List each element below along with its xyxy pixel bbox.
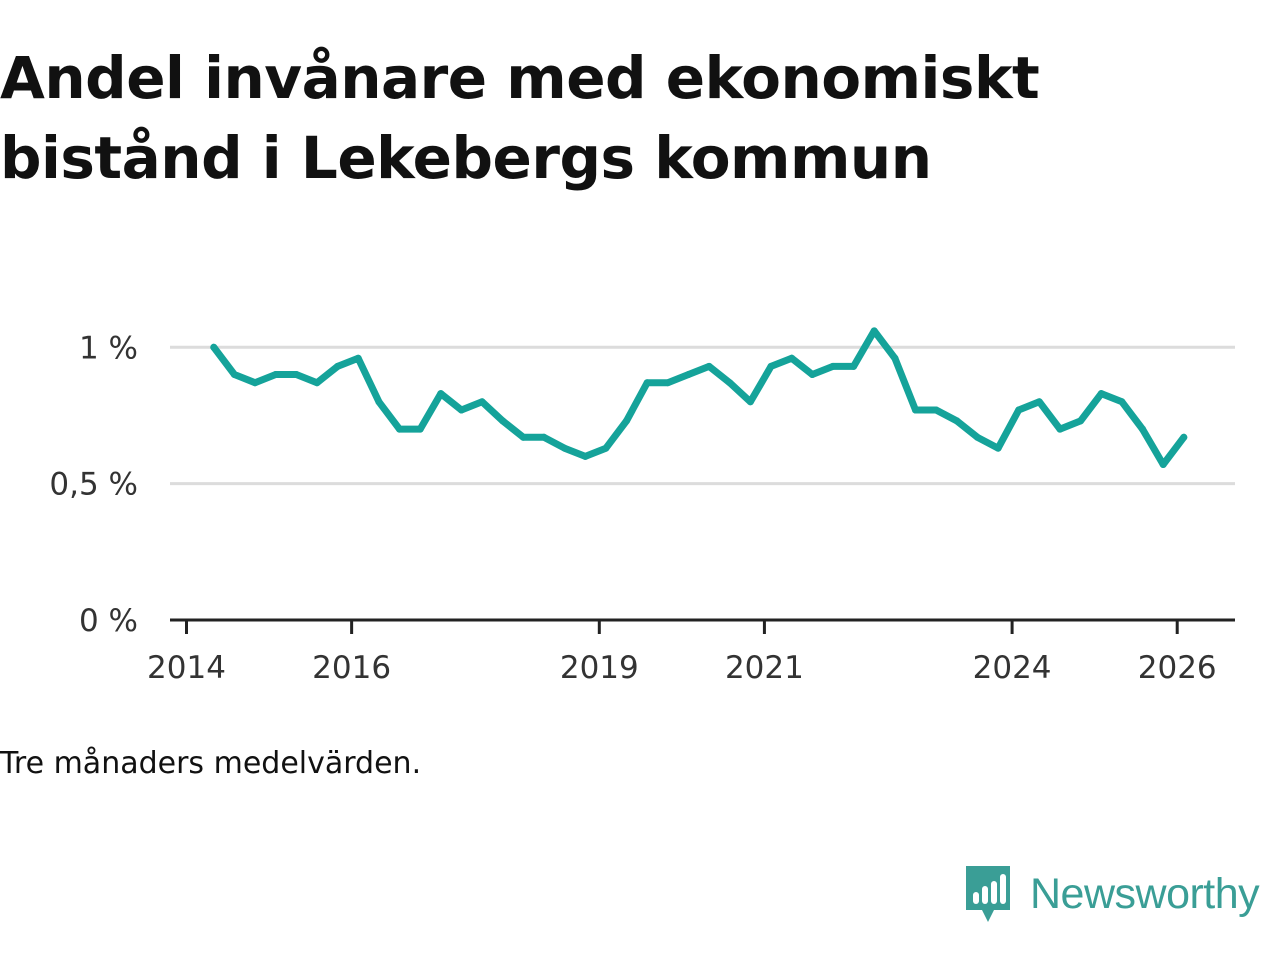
data-point: [272, 371, 280, 378]
data-point: [808, 371, 816, 378]
data-point: [1118, 398, 1126, 406]
data-point: [334, 362, 342, 370]
y-tick-label: 0 %: [79, 603, 138, 639]
tick-labels: 0 % 0,5 % 1 % 2014 2016 2019 2021 2024 2026: [49, 330, 1216, 686]
data-point: [1077, 417, 1085, 425]
line-chart: 0 % 0,5 % 1 % 2014 2016 2019 2021 2024 2026: [49, 327, 1235, 686]
x-tick-label: 2016: [312, 650, 391, 686]
data-point: [519, 433, 527, 441]
brand: Newsworthy: [962, 862, 1260, 926]
data-point: [581, 452, 589, 460]
data-point: [1159, 461, 1167, 468]
data-point: [602, 444, 610, 452]
data-point: [313, 379, 321, 387]
data-point: [891, 354, 899, 362]
data-point: [870, 327, 878, 335]
series-line: [210, 327, 1188, 468]
data-point: [664, 379, 672, 387]
data-point: [1035, 398, 1043, 406]
data-point: [396, 425, 403, 433]
data-point: [1056, 425, 1064, 433]
data-point: [540, 433, 548, 441]
data-point: [354, 354, 362, 362]
data-point: [561, 444, 569, 452]
data-point: [994, 444, 1002, 452]
data-point: [932, 406, 940, 414]
data-point: [726, 379, 734, 387]
data-point: [478, 398, 486, 406]
data-point: [685, 371, 692, 378]
data-point: [705, 362, 713, 370]
data-point: [746, 398, 754, 406]
data-point: [230, 371, 238, 378]
data-point: [767, 362, 775, 370]
data-point: [416, 425, 424, 433]
bar-chart-speech-bubble-icon: [966, 866, 1010, 922]
data-point: [623, 417, 630, 425]
x-tick-label: 2019: [560, 650, 639, 686]
data-point: [292, 371, 300, 378]
data-point: [1097, 390, 1105, 398]
data-point: [1139, 425, 1146, 433]
data-point: [251, 379, 259, 387]
chart-title: Andel invånare med ekonomiskt bistånd i …: [0, 38, 1200, 198]
data-point: [1180, 433, 1188, 441]
data-point: [973, 433, 981, 441]
data-point: [1015, 406, 1023, 414]
data-point: [953, 417, 961, 425]
data-point: [643, 379, 651, 387]
x-axis: [170, 618, 1235, 634]
x-tick-label: 2021: [725, 650, 804, 686]
y-tick-label: 0,5 %: [49, 467, 138, 503]
data-point: [850, 362, 858, 370]
x-tick-label: 2026: [1138, 650, 1217, 686]
gridlines: [170, 345, 1235, 486]
x-tick-label: 2014: [147, 650, 226, 686]
data-point: [499, 417, 507, 425]
y-tick-label: 1 %: [79, 330, 138, 366]
brand-name: Newsworthy: [1030, 869, 1260, 918]
chart-footnote: Tre månaders medelvärden.: [0, 746, 422, 781]
data-point: [210, 343, 218, 351]
data-point: [457, 406, 465, 414]
data-point: [375, 398, 383, 406]
data-point: [788, 354, 796, 362]
data-point: [437, 390, 445, 398]
chart-title-line-2: bistånd i Lekebergs kommun: [0, 124, 932, 192]
chart-title-line-1: Andel invånare med ekonomiskt: [0, 44, 1040, 112]
series: [210, 327, 1188, 468]
x-tick-label: 2024: [973, 650, 1052, 686]
data-point: [912, 406, 919, 414]
data-point: [829, 362, 837, 370]
